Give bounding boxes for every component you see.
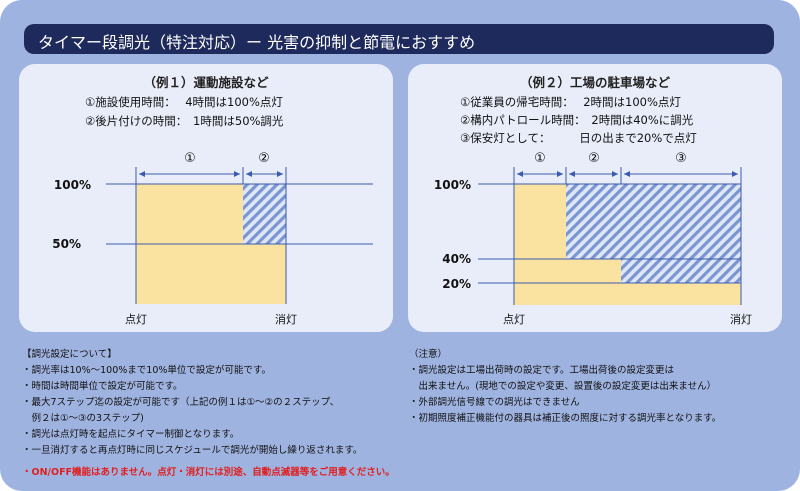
example2-line: ①従業員の帰宅時間： 2時間は100%点灯 — [460, 95, 681, 109]
segment-3-dimmed-hatch — [621, 184, 741, 283]
segment-2-marker: ② — [588, 151, 600, 166]
example2-line: ③保安灯として： 日の出まで20%で点灯 — [460, 131, 697, 145]
arrowhead — [624, 171, 630, 177]
settings-item: ・調光は点灯時を起点にタイマー制御となります。 — [22, 429, 240, 440]
y-label-20: 20% — [442, 277, 471, 291]
arrowhead — [557, 171, 563, 177]
caution-item: ・調光設定は工場出荷時の設定です。工場出荷後の設定変更は — [409, 365, 675, 376]
arrowhead — [234, 171, 240, 177]
x-label-on: 点灯 — [503, 313, 525, 326]
arrowhead — [732, 171, 738, 177]
example2-chart: ① ② ③ 100% 40% 20% 点灯 消灯 — [434, 151, 752, 326]
segment-1-bar — [514, 184, 566, 305]
settings-item: ・時間は時間単位で設定が可能です。 — [22, 381, 183, 392]
y-label-100: 100% — [434, 178, 471, 192]
caution-item: ・初期照度補正機能付の器具は補正後の照度に対する調光率となります。 — [409, 413, 722, 424]
example1-chart: ① ② 100% 50% 点灯 消灯 — [52, 151, 373, 326]
caution-item: ・外部調光信号線での調光はできません — [409, 397, 580, 408]
y-label-50: 50% — [52, 237, 81, 251]
caution-notes: （注意） ・調光設定は工場出荷時の設定です。工場出荷後の設定変更は 出来ません。… — [409, 347, 721, 427]
y-label-100: 100% — [54, 178, 91, 192]
settings-notes: 【調光設定について】 ・調光率は10%～100%まで10%単位で設定が可能です。… — [22, 347, 395, 481]
segment-1-marker: ① — [534, 151, 546, 166]
example1-panel: （例１）運動施設など ①施設使用時間： 4時間は100%点灯 ②後片付けの時間：… — [19, 64, 393, 332]
title-bar: タイマー段調光（特注対応）ー 光害の抑制と節電におすすめ — [24, 24, 774, 54]
example1-heading: （例１）運動施設など — [143, 75, 269, 90]
x-label-on: 点灯 — [125, 313, 147, 326]
x-label-off: 消灯 — [730, 312, 752, 326]
arrowhead — [139, 171, 145, 177]
example2-panel: （例２）工場の駐車場など ①従業員の帰宅時間： 2時間は100%点灯 ②構内パト… — [408, 64, 782, 332]
x-label-off: 消灯 — [275, 312, 297, 326]
segment-2-dimmed-hatch — [243, 184, 286, 244]
segment-3-marker: ③ — [675, 151, 687, 166]
segment-3-bar — [621, 283, 741, 305]
figure-title: タイマー段調光（特注対応）ー 光害の抑制と節電におすすめ — [38, 33, 476, 52]
segment-2-bar — [566, 259, 621, 305]
warning-text: ・ON/OFF機能はありません。点灯・消灯には別途、自動点滅器等をご用意ください… — [22, 467, 395, 478]
settings-item: ・最大7ステップ迄の設定が可能です（上記の例１は①～②の２ステップ、 — [22, 397, 340, 408]
arrowhead — [246, 171, 252, 177]
settings-item: 例２は①～③の3ステップ) — [22, 413, 144, 424]
settings-item: ・一旦消灯すると再点灯時に同じスケジュールで調光が開始し繰り返されます。 — [22, 445, 363, 456]
example1-line: ①施設使用時間： 4時間は100%点灯 — [85, 95, 283, 109]
example1-line: ②後片付けの時間： 1時間は50%調光 — [85, 114, 284, 128]
segment-2-dimmed-hatch — [566, 184, 621, 259]
arrowhead — [517, 171, 523, 177]
example2-heading: （例２）工場の駐車場など — [519, 75, 670, 90]
arrowhead — [277, 171, 283, 177]
arrowhead — [612, 171, 618, 177]
settings-item: ・調光率は10%～100%まで10%単位で設定が可能です。 — [22, 365, 271, 376]
example2-line: ②構内パトロール時間： 2時間は40%に調光 — [460, 113, 694, 127]
segment-2-marker: ② — [258, 151, 270, 166]
arrowhead — [569, 171, 575, 177]
segment-2-bar — [243, 244, 286, 304]
y-label-40: 40% — [442, 252, 471, 266]
caution-item: 出来ません。(現地での設定や変更、設置後の設定変更は出来ません） — [409, 381, 717, 392]
caution-heading: （注意） — [409, 349, 448, 360]
settings-heading: 【調光設定について】 — [22, 349, 117, 360]
segment-1-marker: ① — [184, 151, 196, 166]
